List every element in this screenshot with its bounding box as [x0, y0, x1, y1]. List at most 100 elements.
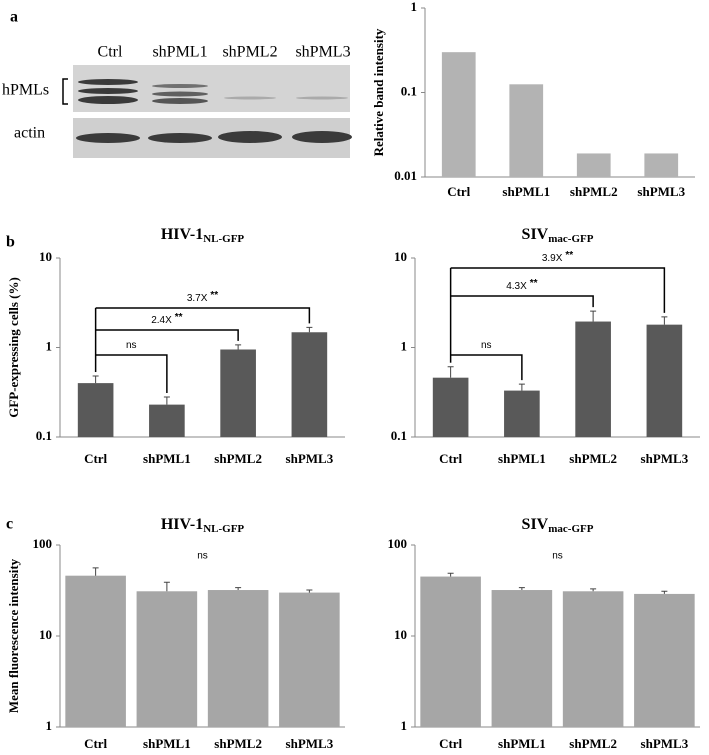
x-tick-label: Ctrl: [84, 736, 107, 751]
bar: [576, 153, 611, 177]
y-axis-label: Mean fluorescence intensity: [6, 558, 21, 713]
y-tick-label: 0.1: [36, 428, 52, 443]
y-tick-label: 100: [33, 536, 53, 551]
y-tick-label: 0.1: [391, 428, 407, 443]
error-bar: [447, 366, 454, 378]
error-bar: [163, 396, 170, 405]
error-bar: [661, 316, 668, 325]
chart-title: SIVmac-GFP: [522, 516, 594, 535]
bar: [504, 390, 540, 437]
bar: [441, 52, 476, 177]
bar: [136, 591, 198, 727]
bracket: [450, 267, 666, 313]
title-main: SIV: [522, 226, 549, 243]
x-tick-label: Ctrl: [439, 736, 462, 751]
x-tick-label: shPML2: [214, 736, 262, 751]
y-axis-label: GFP-expressing cells (%): [6, 277, 21, 418]
lane-label: shPML2: [222, 44, 277, 61]
blot: Ctrl shPML1 shPML2 shPML3 hPMLs actin: [2, 44, 352, 158]
annotation-label: 3.7X: [187, 293, 208, 304]
bands: [76, 79, 352, 143]
x-tick-label: Ctrl: [439, 451, 462, 466]
x-tick-label: shPML1: [502, 184, 550, 199]
error-bar: [518, 587, 525, 591]
bar: [644, 153, 679, 177]
title-main: SIV: [522, 516, 549, 533]
x-tick-label: shPML3: [637, 184, 685, 199]
x-tick-label: shPML3: [641, 736, 689, 751]
panel-label: a: [10, 9, 18, 26]
annotation: ns: [126, 340, 137, 351]
title-subscript: mac-GFP: [548, 523, 593, 535]
error-bar: [92, 375, 99, 384]
error-bar: [661, 590, 668, 594]
y-tick-label: 100: [388, 536, 408, 551]
bar: [432, 377, 469, 437]
bar: [291, 332, 328, 437]
y-tick-label: 1: [411, 0, 418, 14]
bar: [575, 321, 611, 437]
lane-label: Ctrl: [98, 44, 123, 61]
annotation-stars: **: [530, 278, 538, 289]
chart-title: SIVmac-GFP: [522, 226, 594, 245]
error-bar: [235, 344, 242, 350]
y-tick-label: 10: [394, 249, 407, 264]
annotation-label: 2.4X: [151, 315, 172, 326]
x-tick-label: shPML1: [498, 451, 546, 466]
bracket: [95, 307, 311, 324]
row-label: actin: [14, 125, 45, 142]
y-tick-label: 1: [46, 718, 53, 733]
error-bar: [306, 589, 313, 593]
y-tick-label: 1: [401, 718, 408, 733]
y-tick-label: 0.01: [394, 168, 417, 183]
x-tick-label: shPML2: [570, 184, 618, 199]
panel-label: c: [6, 516, 13, 533]
annotation-label: 3.9X: [542, 253, 563, 264]
bracket: [450, 295, 594, 308]
x-tick-label: shPML3: [286, 736, 334, 751]
x-tick-label: shPML2: [214, 451, 262, 466]
error-bar: [92, 567, 99, 576]
x-tick-label: Ctrl: [447, 184, 470, 199]
lane-label: shPML3: [295, 44, 350, 61]
x-tick-label: shPML2: [569, 451, 617, 466]
error-bar: [590, 310, 597, 322]
annotation: 3.9X **: [542, 250, 573, 264]
y-tick-label: 10: [39, 249, 52, 264]
annotation: 2.4X **: [151, 312, 182, 326]
title-subscript: NL-GFP: [203, 233, 244, 245]
annotation-stars: **: [565, 250, 573, 261]
bar: [279, 592, 340, 727]
annotation: ns: [552, 551, 563, 562]
bracket: [450, 354, 523, 381]
y-tick-label: 1: [401, 338, 408, 353]
bracket: [95, 329, 239, 341]
annotation-label: 4.3X: [506, 281, 527, 292]
annotation: ns: [481, 340, 492, 351]
bar: [634, 593, 695, 727]
x-tick-label: Ctrl: [84, 451, 107, 466]
x-tick-label: shPML3: [641, 451, 689, 466]
annotation-stars: **: [175, 312, 183, 323]
error-bar: [306, 326, 313, 333]
annotation-label: ns: [481, 340, 492, 351]
y-tick-label: 0.1: [401, 83, 417, 98]
bracket: [95, 354, 168, 393]
error-bar: [235, 587, 242, 591]
bar: [77, 383, 114, 437]
annotation: 4.3X **: [506, 278, 537, 292]
x-tick-label: shPML1: [143, 736, 191, 751]
bar: [149, 404, 185, 437]
annotation: 3.7X **: [187, 290, 218, 304]
bar: [220, 349, 256, 437]
error-bar: [447, 572, 454, 577]
lane-label: shPML1: [152, 44, 207, 61]
title-subscript: NL-GFP: [203, 523, 244, 535]
panel-label: b: [6, 234, 15, 251]
annotation-stars: **: [210, 290, 218, 301]
x-tick-label: shPML2: [569, 736, 617, 751]
annotation-label: ns: [126, 340, 137, 351]
bar: [509, 84, 544, 177]
